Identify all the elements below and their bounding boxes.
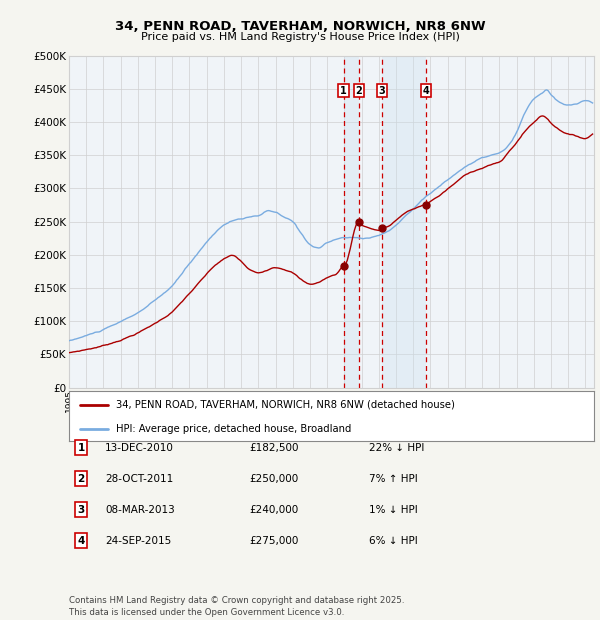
Bar: [382, 56, 426, 388]
Text: 3: 3: [77, 505, 85, 515]
Text: 1: 1: [77, 443, 85, 453]
Text: 7% ↑ HPI: 7% ↑ HPI: [369, 474, 418, 484]
Text: 34, PENN ROAD, TAVERHAM, NORWICH, NR8 6NW (detached house): 34, PENN ROAD, TAVERHAM, NORWICH, NR8 6N…: [116, 400, 455, 410]
Text: 4: 4: [77, 536, 85, 546]
Text: 2: 2: [355, 86, 362, 95]
Text: Price paid vs. HM Land Registry's House Price Index (HPI): Price paid vs. HM Land Registry's House …: [140, 32, 460, 42]
Text: 13-DEC-2010: 13-DEC-2010: [105, 443, 174, 453]
Text: 22% ↓ HPI: 22% ↓ HPI: [369, 443, 424, 453]
Text: £240,000: £240,000: [249, 505, 298, 515]
Text: £182,500: £182,500: [249, 443, 299, 453]
Text: 08-MAR-2013: 08-MAR-2013: [105, 505, 175, 515]
Text: 3: 3: [379, 86, 385, 95]
Text: 34, PENN ROAD, TAVERHAM, NORWICH, NR8 6NW: 34, PENN ROAD, TAVERHAM, NORWICH, NR8 6N…: [115, 20, 485, 33]
Text: 1% ↓ HPI: 1% ↓ HPI: [369, 505, 418, 515]
Text: Contains HM Land Registry data © Crown copyright and database right 2025.
This d: Contains HM Land Registry data © Crown c…: [69, 596, 404, 617]
Text: 1: 1: [340, 86, 347, 95]
Text: 24-SEP-2015: 24-SEP-2015: [105, 536, 171, 546]
Text: 6% ↓ HPI: 6% ↓ HPI: [369, 536, 418, 546]
Text: 4: 4: [422, 86, 429, 95]
Text: £275,000: £275,000: [249, 536, 298, 546]
Text: HPI: Average price, detached house, Broadland: HPI: Average price, detached house, Broa…: [116, 423, 352, 434]
Text: £250,000: £250,000: [249, 474, 298, 484]
Bar: [344, 56, 359, 388]
Text: 2: 2: [77, 474, 85, 484]
Text: 28-OCT-2011: 28-OCT-2011: [105, 474, 173, 484]
